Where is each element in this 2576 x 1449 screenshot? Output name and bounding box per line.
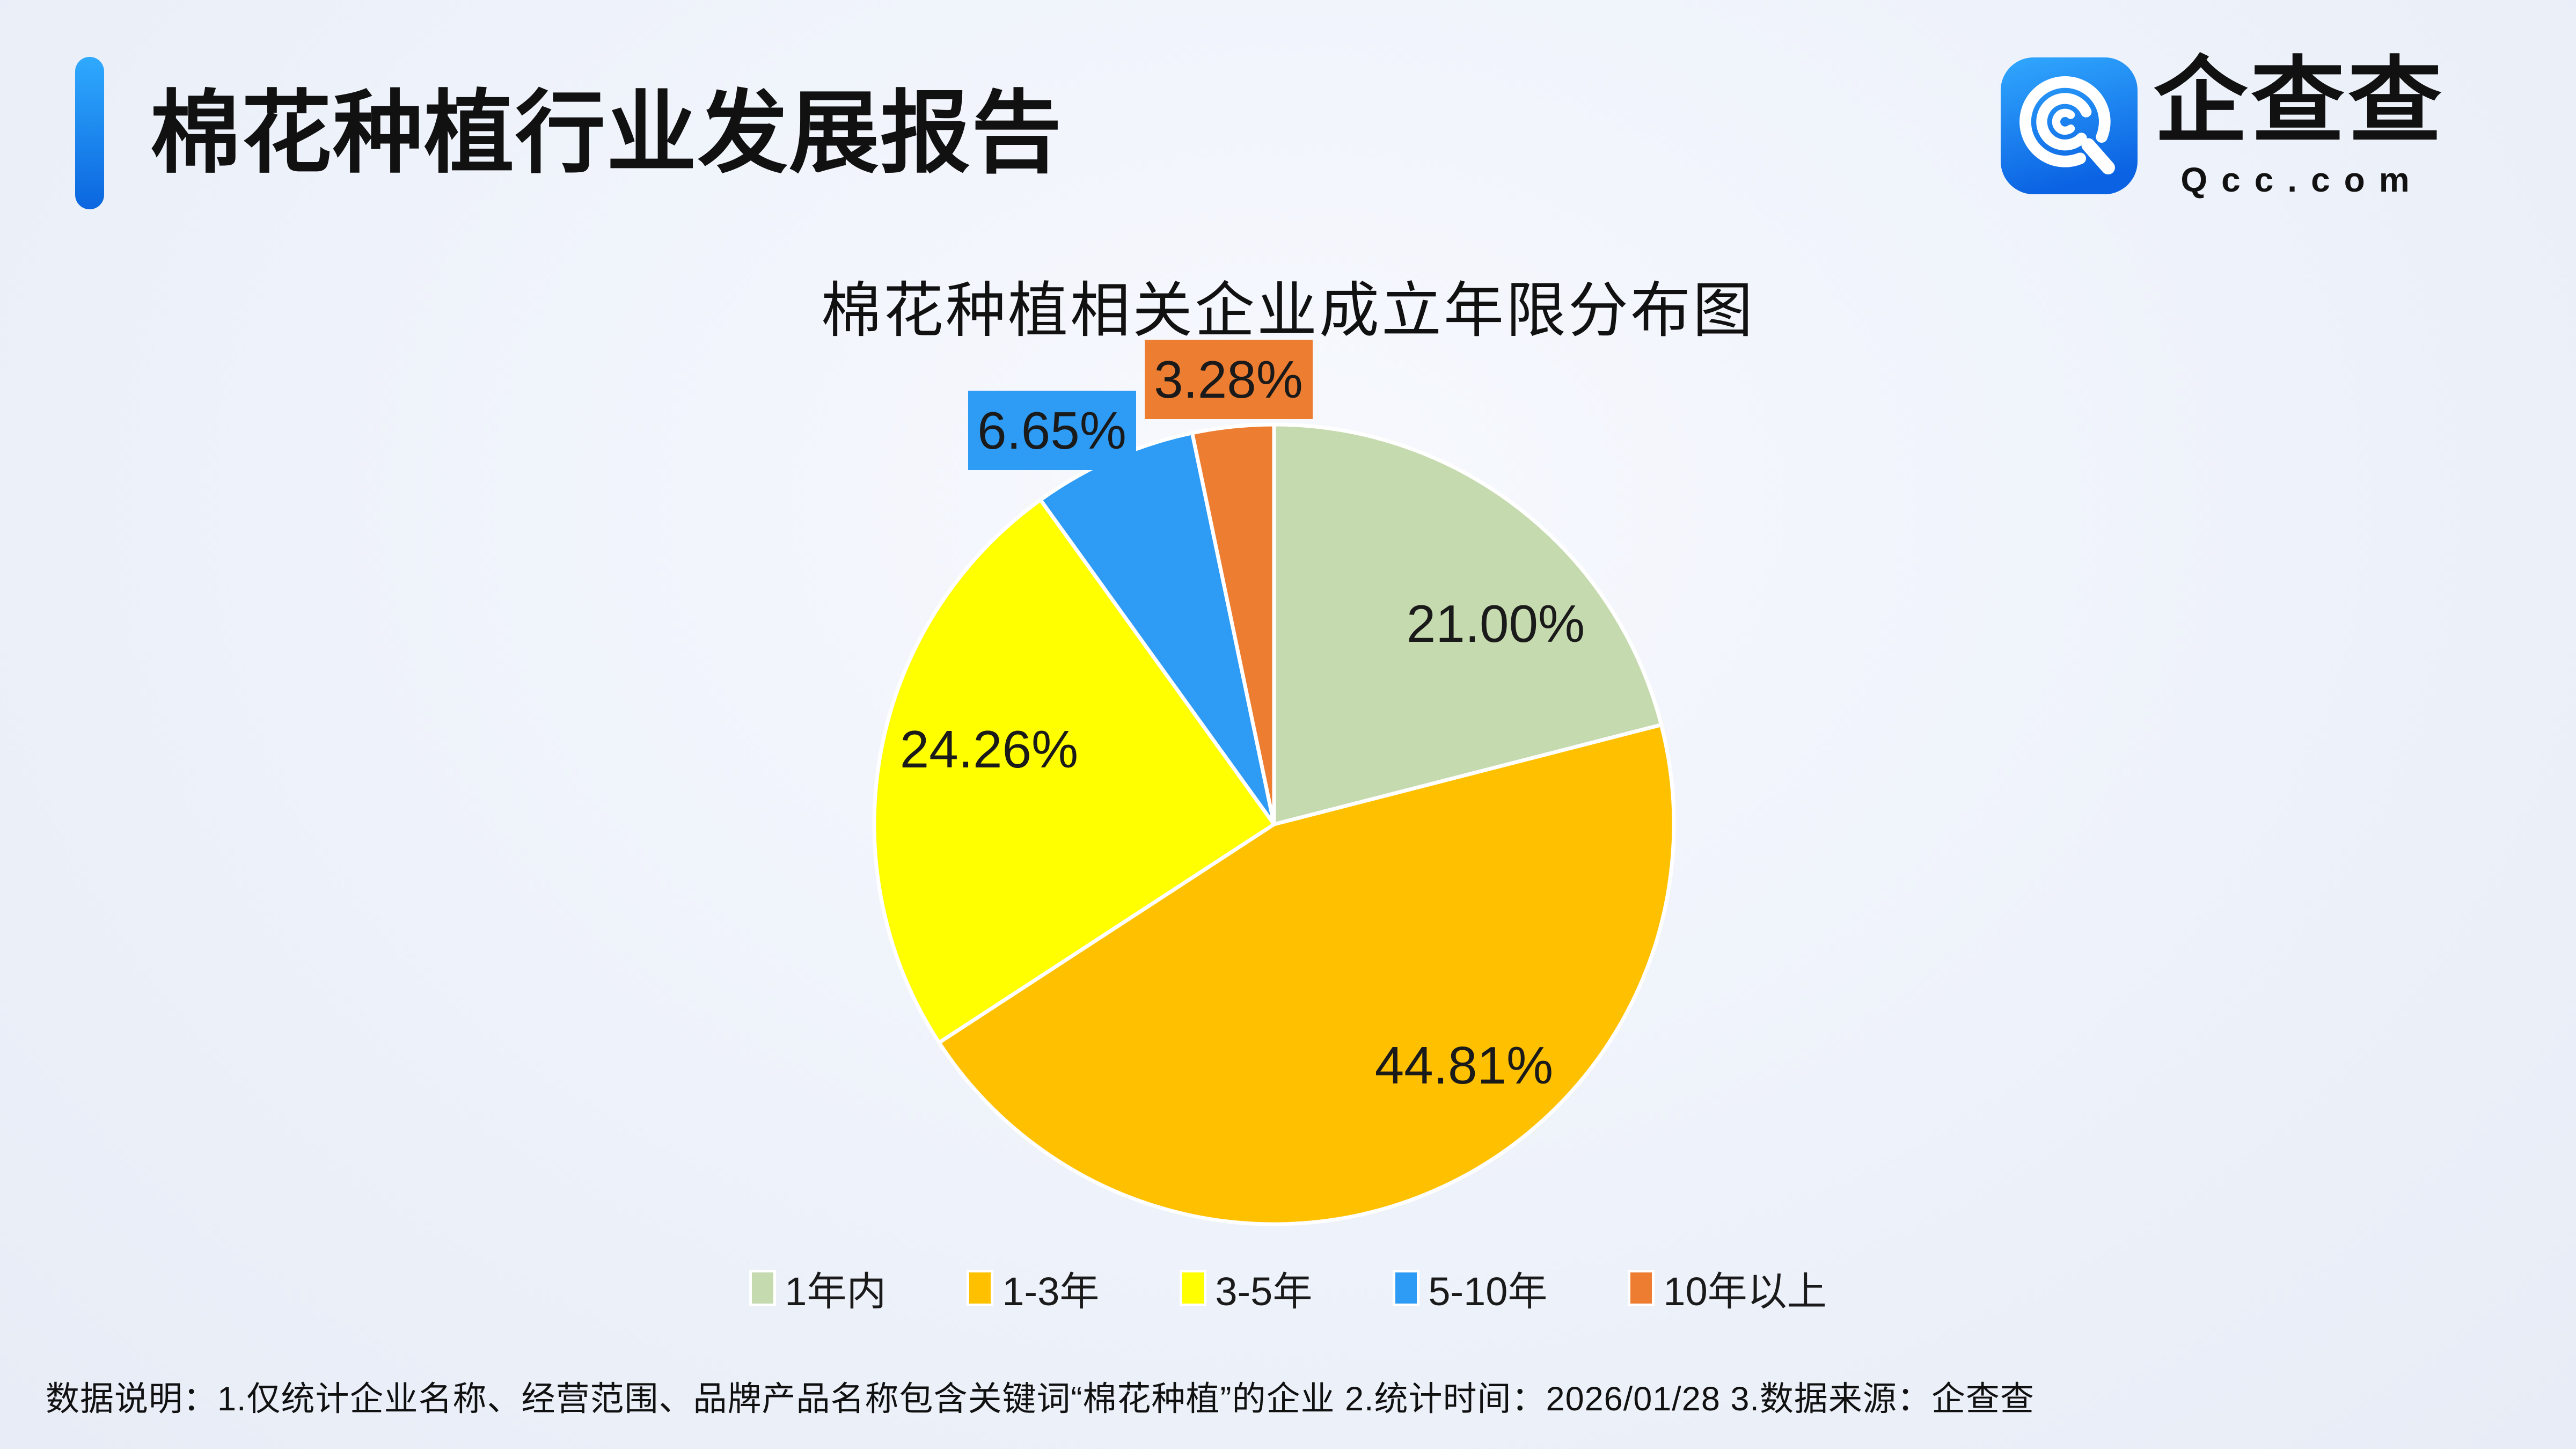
pie-label-10年以上: 3.28% bbox=[1154, 350, 1303, 409]
legend-swatch-1-3年 bbox=[967, 1270, 994, 1306]
legend-swatch-3-5年 bbox=[1180, 1270, 1207, 1306]
legend-label-5-10年: 5-10年 bbox=[1428, 1269, 1548, 1314]
pie-label-1-3年: 44.81% bbox=[1375, 1036, 1553, 1095]
pie-slice-10年以上[interactable] bbox=[1190, 422, 1276, 826]
legend-item-10年以上[interactable]: 10年以上 bbox=[1628, 1260, 1827, 1317]
legend-item-5-10年[interactable]: 5-10年 bbox=[1393, 1260, 1547, 1317]
callout-box-5-10年 bbox=[968, 391, 1136, 470]
data-source-note: 数据说明：1.仅统计企业名称、经营范围、品牌产品名称包含关键词“棉花种植”的企业… bbox=[46, 1380, 2035, 1418]
pie-label-5-10年: 6.65% bbox=[977, 401, 1126, 460]
legend-swatch-5-10年 bbox=[1393, 1270, 1420, 1306]
qcc-logo: 企查查 Qcc.com bbox=[2001, 53, 2445, 200]
chart-title: 棉花种植相关企业成立年限分布图 bbox=[821, 277, 1755, 344]
legend-label-3-5年: 3-5年 bbox=[1215, 1269, 1313, 1314]
legend-item-1年内[interactable]: 1年内 bbox=[749, 1260, 886, 1317]
legend-label-10年以上: 10年以上 bbox=[1663, 1269, 1827, 1314]
legend-label-1-3年: 1-3年 bbox=[1002, 1269, 1100, 1314]
legend-item-1-3年[interactable]: 1-3年 bbox=[967, 1260, 1099, 1317]
pie-label-1年内: 21.00% bbox=[1407, 594, 1585, 653]
qcc-logo-domain: Qcc.com bbox=[2180, 160, 2424, 199]
chart-legend: 1年内 1-3年 3-5年 5-10年 10年以上 bbox=[0, 1262, 2576, 1314]
pie-label-3-5年: 24.26% bbox=[900, 720, 1078, 779]
legend-label-1年内: 1年内 bbox=[785, 1269, 887, 1314]
qcc-logo-icon bbox=[2001, 57, 2138, 195]
pie-slice-1-3年[interactable] bbox=[937, 723, 1676, 1226]
legend-swatch-10年以上 bbox=[1628, 1270, 1655, 1306]
legend-swatch-1年内 bbox=[749, 1270, 777, 1306]
callout-box-10年以上 bbox=[1145, 340, 1313, 419]
title-accent-bar bbox=[75, 57, 104, 209]
legend-item-3-5年[interactable]: 3-5年 bbox=[1180, 1260, 1312, 1317]
qcc-logo-name: 企查查 bbox=[2154, 49, 2445, 154]
pie-slice-1年内[interactable] bbox=[1272, 422, 1664, 826]
pie-slice-3-5年[interactable] bbox=[872, 497, 1276, 1045]
qcc-logo-text: 企查查 Qcc.com bbox=[2154, 53, 2445, 200]
page-title: 棉花种植行业发展报告 bbox=[150, 83, 1063, 184]
